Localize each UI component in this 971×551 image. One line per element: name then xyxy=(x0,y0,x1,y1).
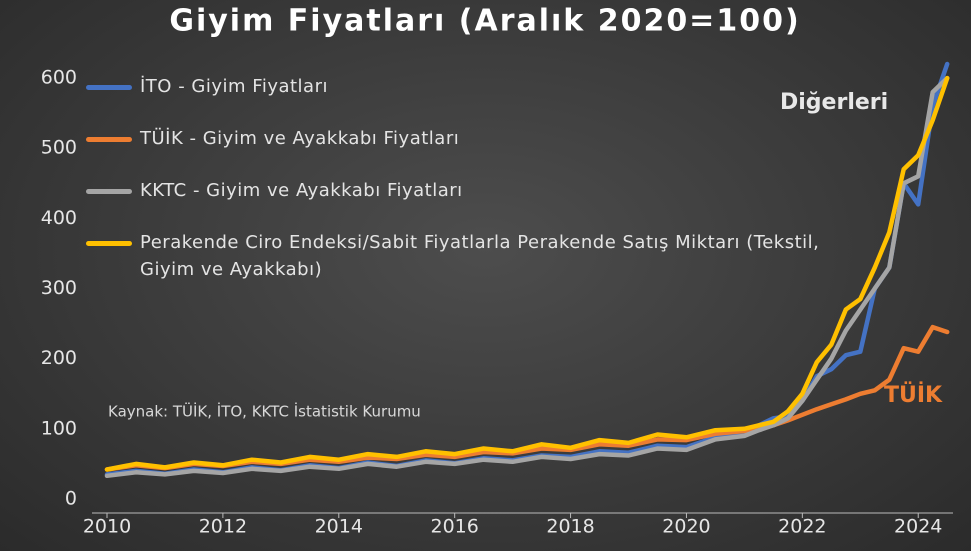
legend-swatch xyxy=(86,85,132,90)
legend-swatch xyxy=(86,137,132,142)
x-tick-label: 2010 xyxy=(83,516,131,538)
x-tick-label: 2016 xyxy=(430,516,478,538)
y-tick-label: 500 xyxy=(41,137,77,159)
x-tick-label: 2014 xyxy=(315,516,363,538)
legend-label: TÜİK - Giyim ve Ayakkabı Fiyatları xyxy=(140,128,460,149)
legend-swatch xyxy=(86,241,132,246)
legend-item: KKTC - Giyim ve Ayakkabı Fiyatları xyxy=(86,180,866,204)
y-tick-label: 600 xyxy=(41,67,77,89)
chart-title: Giyim Fiyatları (Aralık 2020=100) xyxy=(169,4,800,39)
x-tick-label: 2024 xyxy=(894,516,942,538)
source-note: Kaynak: TÜİK, İTO, KKTC İstatistik Kurum… xyxy=(108,402,421,421)
legend-item: İTO - Giyim Fiyatları xyxy=(86,76,866,100)
legend-item: TÜİK - Giyim ve Ayakkabı Fiyatları xyxy=(86,128,866,152)
y-tick-label: 200 xyxy=(41,347,77,369)
y-tick-label: 100 xyxy=(41,417,77,439)
legend-label: İTO - Giyim Fiyatları xyxy=(140,76,328,97)
legend-swatch xyxy=(86,189,132,194)
y-tick-label: 0 xyxy=(65,488,77,510)
legend-item: Perakende Ciro Endeksi/Sabit Fiyatlarla … xyxy=(86,232,866,283)
x-tick-label: 2020 xyxy=(662,516,710,538)
series-line xyxy=(104,75,950,479)
legend: İTO - Giyim Fiyatları TÜİK - Giyim ve Aya… xyxy=(86,76,866,311)
x-tick-label: 2022 xyxy=(778,516,826,538)
series-line xyxy=(104,75,950,472)
y-tick-label: 400 xyxy=(41,207,77,229)
y-tick-label: 300 xyxy=(41,277,77,299)
x-tick-label: 2012 xyxy=(199,516,247,538)
annotation: Diğerleri xyxy=(780,90,888,115)
annotation: TÜİK xyxy=(884,382,943,408)
legend-label: Perakende Ciro Endeksi/Sabit Fiyatlarla … xyxy=(140,232,820,280)
x-tick-label: 2018 xyxy=(546,516,594,538)
legend-label: KKTC - Giyim ve Ayakkabı Fiyatları xyxy=(140,180,463,201)
